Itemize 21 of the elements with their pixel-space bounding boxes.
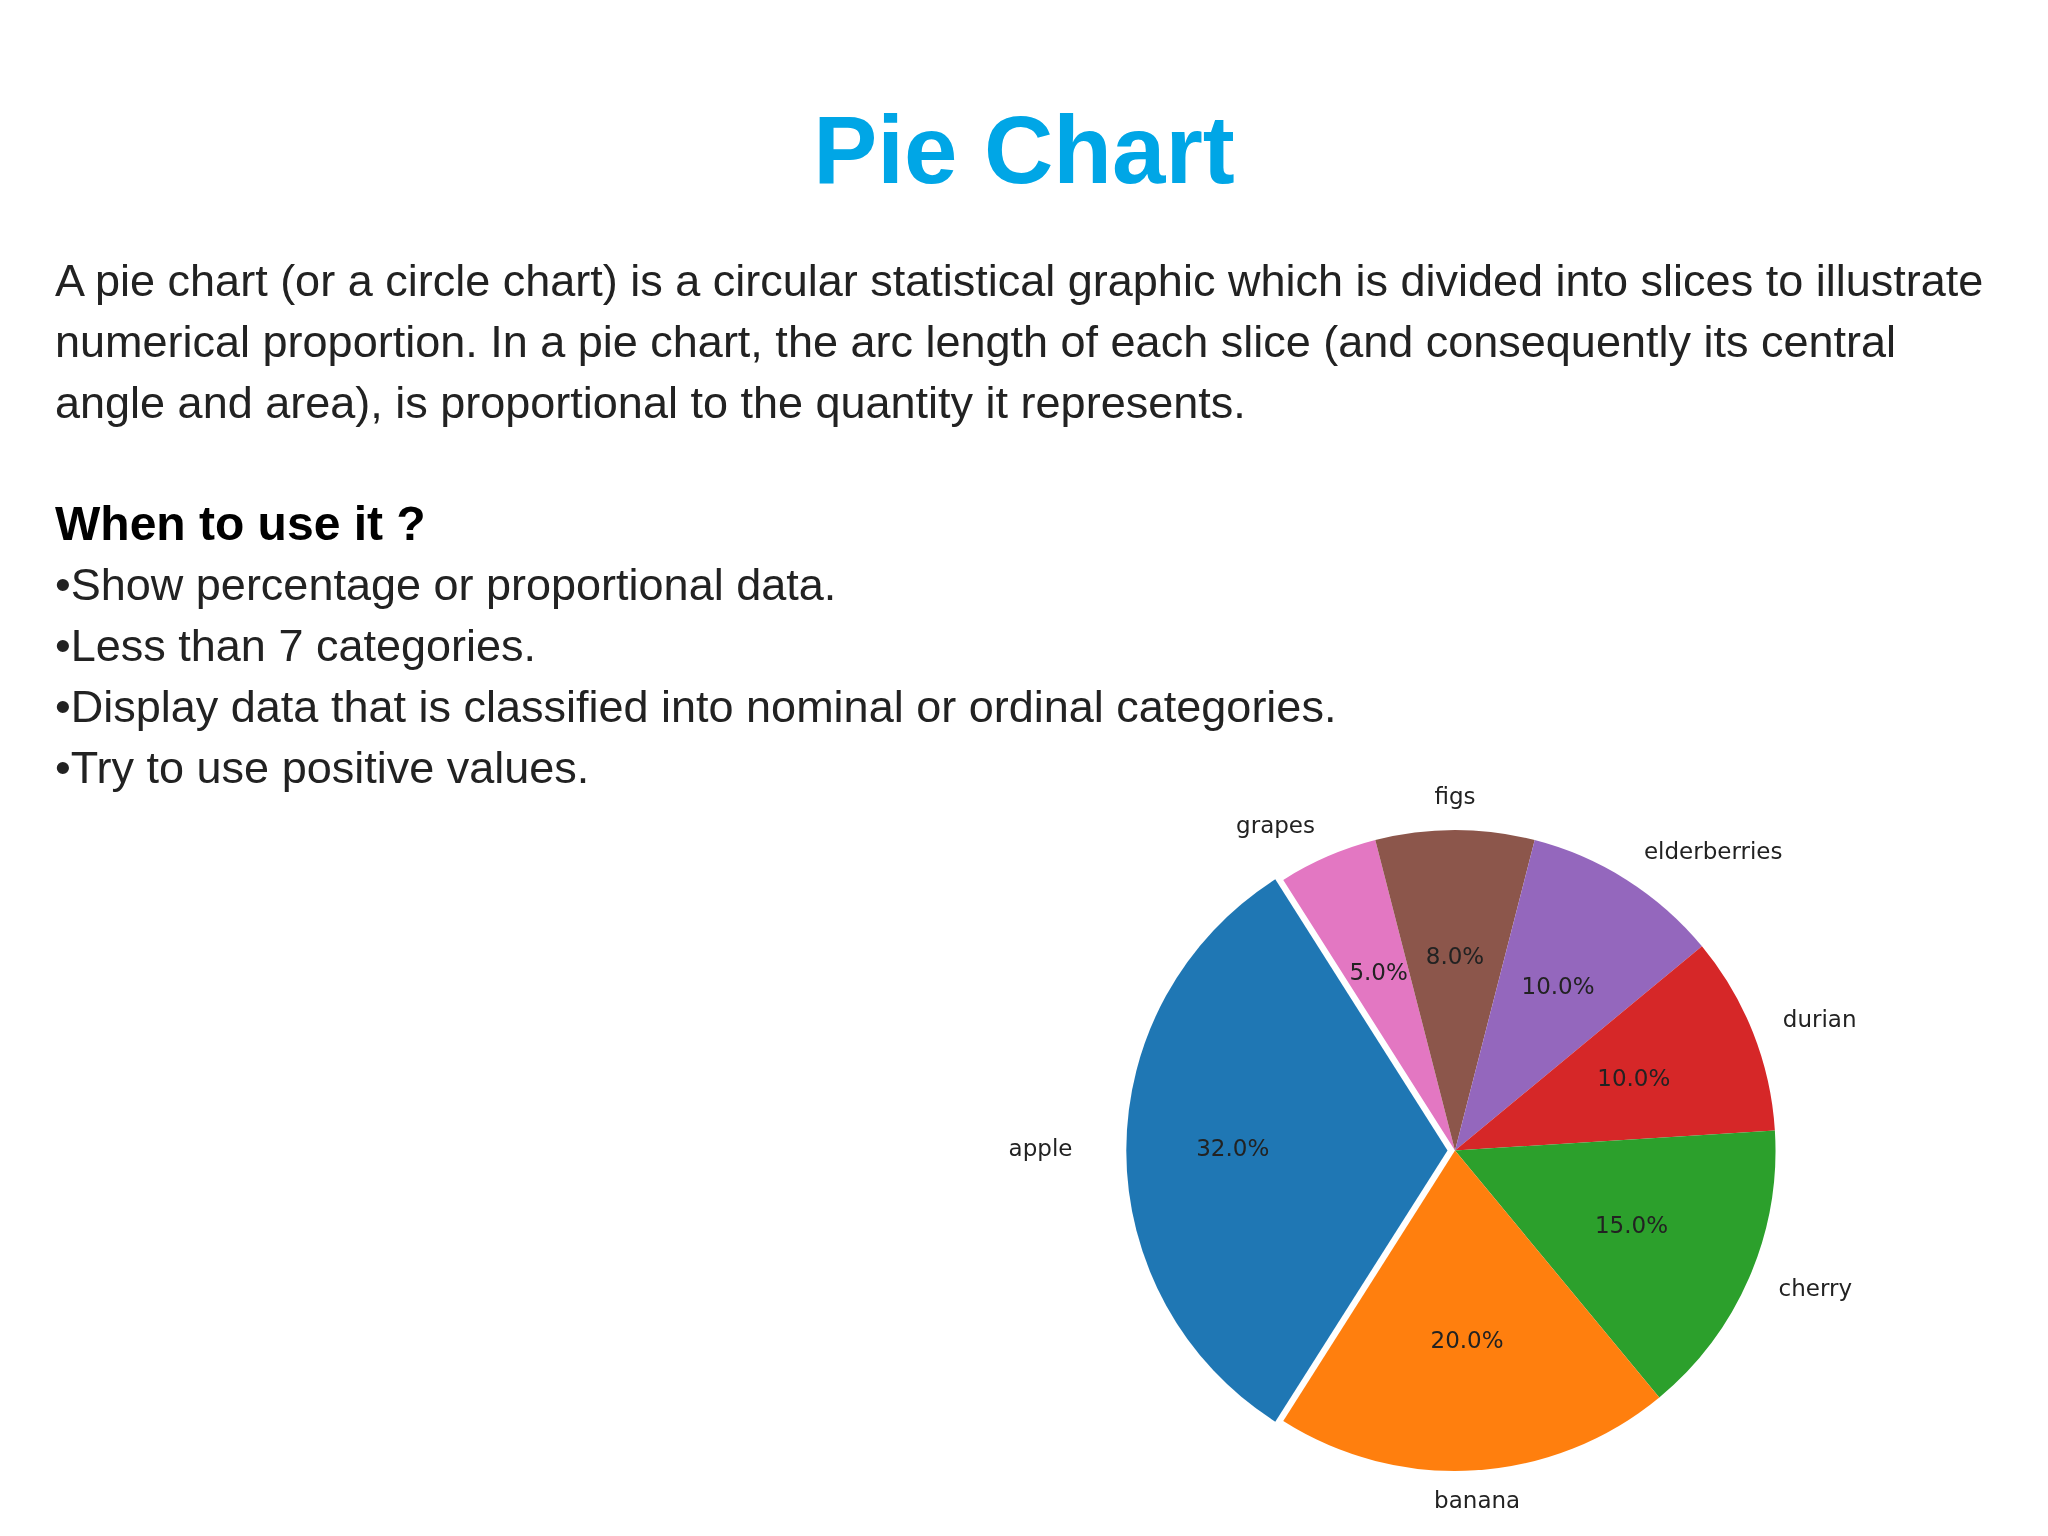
data-label: 32.0% xyxy=(1196,1135,1270,1162)
slice-label: grapes xyxy=(1236,811,1315,838)
slice-label: apple xyxy=(1008,1135,1073,1162)
slice-label: banana xyxy=(1434,1487,1521,1514)
text: A pie chart (or a circle chart) is a circular statistical graphic which is divided into slices to illustrate numerical proportion. In a pie chart, the arc length of each slice (and consequently its central angle and area), is proportional to the quantity it represents. xyxy=(55,254,1985,430)
text: •Show percentage or proportional data. xyxy=(55,558,838,612)
text: •Less than 7 categories. xyxy=(55,619,538,673)
text: •Try to use positive values. xyxy=(55,742,590,793)
slice-label: figs xyxy=(1434,782,1476,809)
slice-label: durian xyxy=(1782,1005,1857,1032)
slice-label: elderberries xyxy=(1643,837,1783,864)
text: When to use it ? xyxy=(55,496,427,552)
data-label: 5.0% xyxy=(1349,958,1408,985)
text: •Display data that is classified into nominal or ordinal categories. xyxy=(55,680,1338,734)
slice-label: cherry xyxy=(1778,1275,1853,1302)
data-label: 10.0% xyxy=(1521,973,1595,1000)
data-label: 15.0% xyxy=(1594,1211,1669,1238)
data-label: 10.0% xyxy=(1597,1064,1671,1091)
data-label: 8.0% xyxy=(1425,943,1485,970)
chart-title: Pie Chart xyxy=(812,95,1236,205)
data-label: 20.0% xyxy=(1430,1327,1504,1354)
